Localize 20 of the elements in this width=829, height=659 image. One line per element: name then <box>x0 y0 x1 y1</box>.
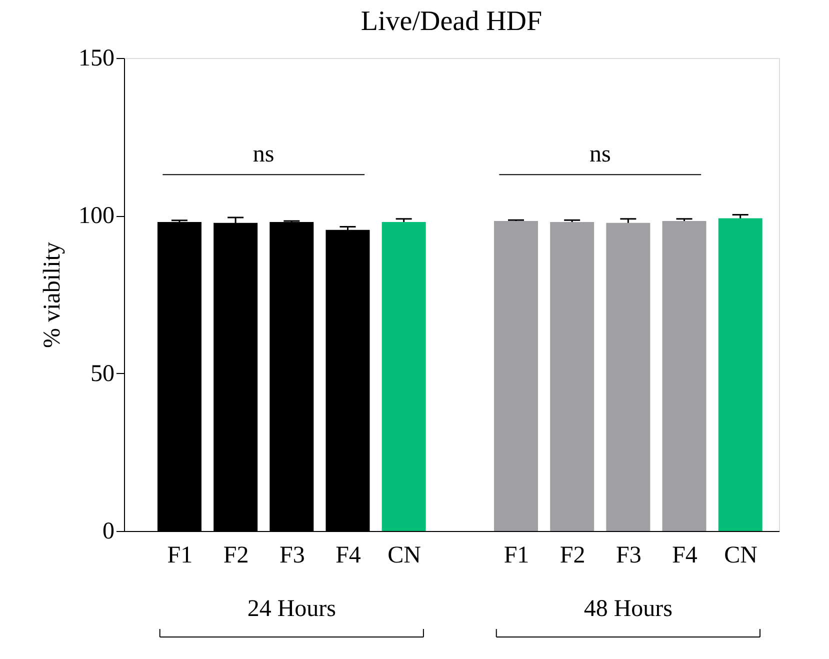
y-tick-label: 50 <box>90 360 114 387</box>
x-tick-label: F4 <box>336 542 361 568</box>
text: 48 Hours <box>584 596 673 622</box>
x-tick-label: CN <box>724 542 758 568</box>
y-tick-label: 150 <box>78 46 114 72</box>
y-tick-label: 100 <box>78 203 114 230</box>
x-tick-label: F1 <box>167 542 193 568</box>
x-tick-label: F2 <box>223 542 249 568</box>
x-tick-label: F1 <box>504 542 530 568</box>
text: 24 Hours <box>247 596 336 622</box>
annotation: ns <box>252 142 274 168</box>
annotation: ns <box>589 142 611 168</box>
x-tick-label: F3 <box>616 542 642 568</box>
y-tick-label: 0 <box>102 518 114 544</box>
x-tick-label: F4 <box>672 542 698 568</box>
x-tick-label: F3 <box>279 542 305 568</box>
chart-title: Live/Dead HDF <box>360 6 542 37</box>
x-tick-label: CN <box>388 542 421 568</box>
x-tick-label: F2 <box>560 542 586 568</box>
y-axis-title: % viability <box>40 242 66 348</box>
